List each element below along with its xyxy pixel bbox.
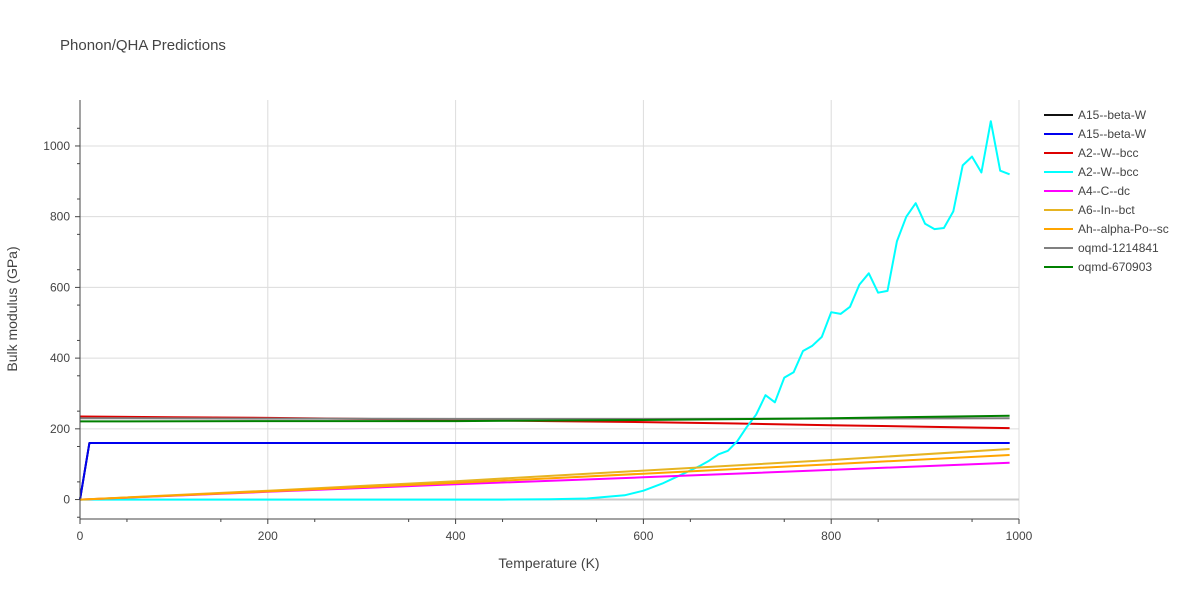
legend-item[interactable]: A2--W--bcc [1044, 165, 1138, 179]
x-tick-label: 800 [821, 529, 841, 543]
series-line [79, 448, 1010, 501]
series-line [80, 120, 1010, 501]
y-axis-title: Bulk modulus (GPa) [4, 246, 20, 371]
legend-item[interactable]: oqmd-1214841 [1044, 241, 1159, 255]
legend-item[interactable]: A4--C--dc [1044, 184, 1130, 198]
legend-item[interactable]: A15--beta-W [1044, 127, 1147, 141]
series-line [79, 454, 1010, 501]
y-tick-label: 800 [50, 210, 70, 224]
legend-label: oqmd-1214841 [1078, 241, 1159, 255]
legend-item[interactable]: oqmd-670903 [1044, 260, 1152, 274]
chart-title: Phonon/QHA Predictions [60, 37, 226, 54]
axes [75, 100, 1020, 524]
y-tick-label: 400 [50, 351, 70, 365]
x-tick-label: 1000 [1006, 529, 1033, 543]
legend[interactable]: A15--beta-W A15--beta-W A2--W--bcc A2--W--b… [1044, 108, 1169, 274]
series-line [79, 414, 1010, 423]
x-tick-label: 200 [258, 529, 278, 543]
x-gridlines [267, 100, 1020, 519]
legend-item[interactable]: A6--In--bct [1044, 203, 1135, 217]
legend-label: A15--beta-W [1078, 108, 1147, 122]
legend-label: oqmd-670903 [1078, 260, 1152, 274]
y-tick-label: 1000 [43, 139, 70, 153]
x-tick-labels: 0 200 400 600 800 1000 [77, 529, 1033, 543]
legend-label: A4--C--dc [1078, 184, 1130, 198]
series-line [79, 442, 1010, 500]
y-gridlines [80, 145, 1019, 501]
series-line [79, 442, 1010, 500]
y-tick-label: 600 [50, 280, 70, 294]
legend-item[interactable]: A2--W--bcc [1044, 146, 1138, 160]
x-tick-label: 400 [446, 529, 466, 543]
series-layer [79, 120, 1010, 501]
legend-label: Ah--alpha-Po--sc [1078, 222, 1169, 236]
legend-label: A2--W--bcc [1078, 165, 1138, 179]
legend-label: A6--In--bct [1078, 203, 1135, 217]
legend-label: A2--W--bcc [1078, 146, 1138, 160]
legend-item[interactable]: A15--beta-W [1044, 108, 1147, 122]
legend-label: A15--beta-W [1078, 127, 1147, 141]
legend-item[interactable]: Ah--alpha-Po--sc [1044, 222, 1169, 236]
y-tick-label: 200 [50, 422, 70, 436]
x-tick-label: 600 [633, 529, 653, 543]
y-tick-labels: 0 200 400 600 800 1000 [43, 139, 70, 507]
x-tick-label: 0 [77, 529, 84, 543]
x-axis-title: Temperature (K) [498, 555, 599, 571]
y-tick-label: 0 [63, 493, 70, 507]
